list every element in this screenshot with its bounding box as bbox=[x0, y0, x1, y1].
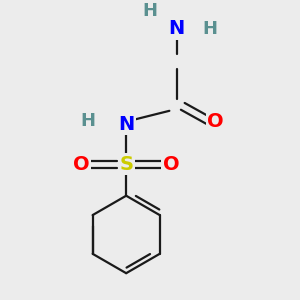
Text: O: O bbox=[207, 112, 224, 131]
Text: H: H bbox=[202, 20, 217, 38]
Text: N: N bbox=[169, 20, 185, 38]
Text: S: S bbox=[119, 155, 133, 174]
Text: O: O bbox=[73, 155, 90, 174]
Text: H: H bbox=[80, 112, 95, 130]
Text: H: H bbox=[142, 2, 158, 20]
Text: O: O bbox=[163, 155, 179, 174]
Text: N: N bbox=[118, 115, 134, 134]
